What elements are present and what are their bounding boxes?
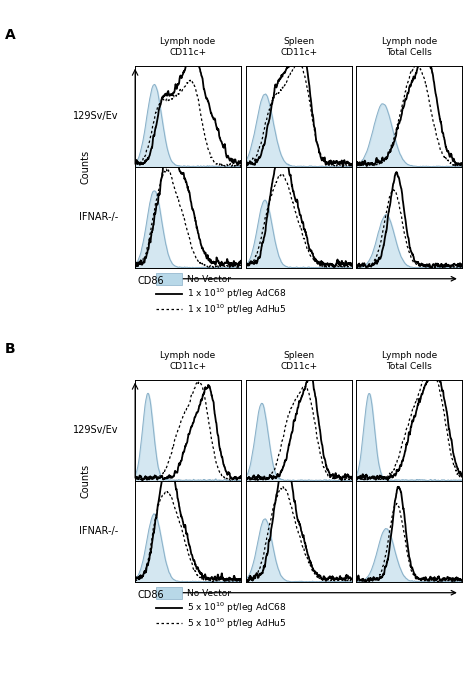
Text: B: B bbox=[5, 342, 15, 355]
Text: IFNAR-/-: IFNAR-/- bbox=[79, 213, 118, 222]
Text: CD86: CD86 bbox=[137, 591, 164, 600]
Text: 1 x 10$^{10}$ pt/leg AdC68: 1 x 10$^{10}$ pt/leg AdC68 bbox=[187, 287, 287, 302]
Text: 1 x 10$^{10}$ pt/leg AdHu5: 1 x 10$^{10}$ pt/leg AdHu5 bbox=[187, 302, 287, 317]
Text: No Vector: No Vector bbox=[187, 589, 231, 598]
Text: Lymph node
CD11c+: Lymph node CD11c+ bbox=[160, 37, 216, 57]
Text: 5 x 10$^{10}$ pt/leg AdHu5: 5 x 10$^{10}$ pt/leg AdHu5 bbox=[187, 616, 287, 631]
Text: 129Sv/Ev: 129Sv/Ev bbox=[73, 111, 118, 121]
Text: IFNAR-/-: IFNAR-/- bbox=[79, 526, 118, 536]
Text: 129Sv/Ev: 129Sv/Ev bbox=[73, 425, 118, 435]
Text: No Vector: No Vector bbox=[187, 275, 231, 284]
Text: Counts: Counts bbox=[80, 150, 91, 184]
Text: 5 x 10$^{10}$ pt/leg AdC68: 5 x 10$^{10}$ pt/leg AdC68 bbox=[187, 601, 287, 615]
Text: CD86: CD86 bbox=[137, 277, 164, 286]
Text: Spleen
CD11c+: Spleen CD11c+ bbox=[280, 351, 317, 371]
Text: Lymph node
CD11c+: Lymph node CD11c+ bbox=[160, 351, 216, 371]
Text: Counts: Counts bbox=[80, 464, 91, 498]
Text: Lymph node
Total Cells: Lymph node Total Cells bbox=[382, 37, 437, 57]
Text: A: A bbox=[5, 28, 16, 41]
Text: Spleen
CD11c+: Spleen CD11c+ bbox=[280, 37, 317, 57]
Text: Lymph node
Total Cells: Lymph node Total Cells bbox=[382, 351, 437, 371]
